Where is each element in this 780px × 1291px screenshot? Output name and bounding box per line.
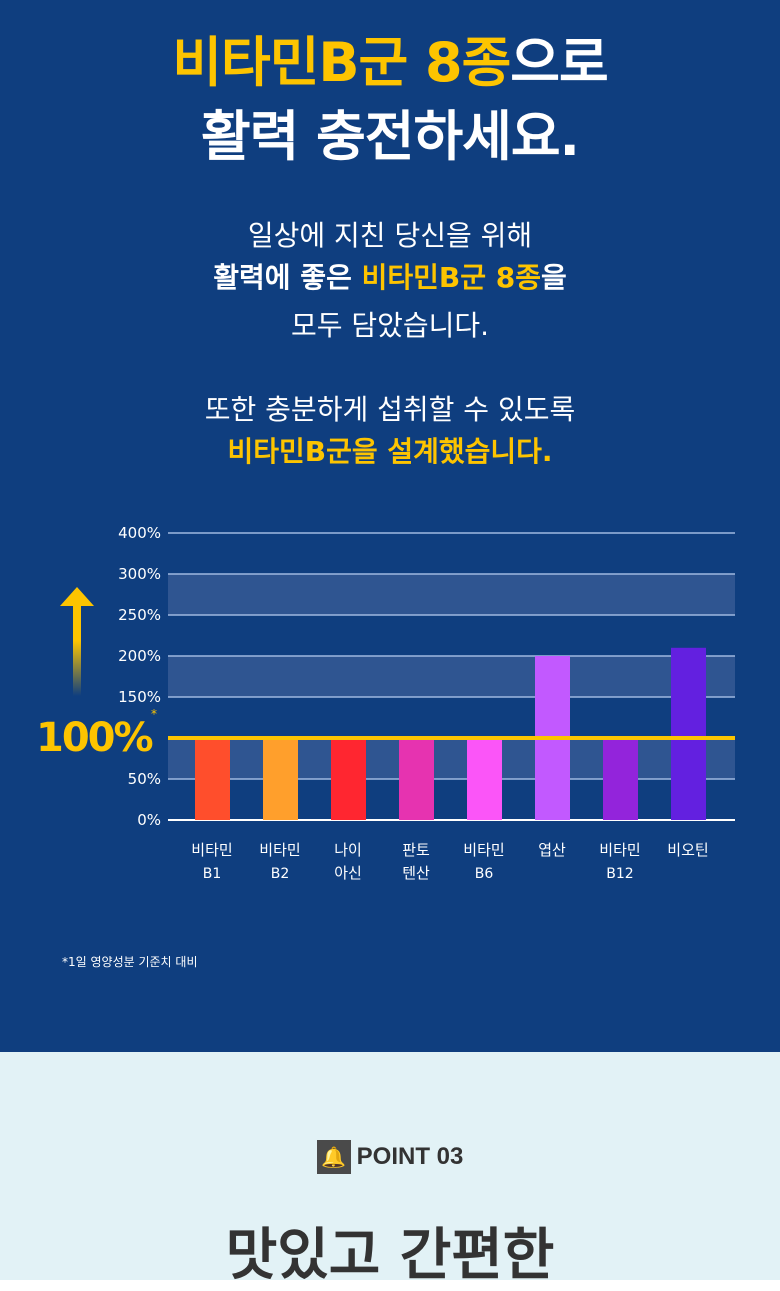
body-highlight: 비타민B군 8종 (361, 261, 541, 294)
y-tick-label: 300% (118, 565, 161, 583)
bar-0 (195, 738, 230, 820)
point-title: 맛있고 간편한 (225, 1223, 555, 1288)
body-highlight-line: 비타민B군을 설계했습니다. (227, 435, 553, 468)
y-tick-label: 250% (118, 606, 161, 624)
bar-6 (603, 738, 638, 820)
footnote: *1일 영양성분 기준치 대비 (62, 955, 198, 969)
x-tick-label: 비오틴 (667, 841, 708, 859)
x-tick-label: 아신 (334, 864, 362, 882)
x-tick-label: 텐산 (402, 864, 430, 882)
y-tick-label: 150% (118, 688, 161, 706)
reference-label: 100% (36, 715, 152, 761)
x-tick-label: B12 (606, 866, 633, 882)
body-line: 활력에 좋은 비타민B군 8종을 (0, 256, 780, 296)
x-tick-label: 비타민 (191, 841, 232, 859)
point-badge: 🔔 POINT 03 (0, 1140, 780, 1174)
grid-band (168, 656, 735, 697)
grid-band (168, 738, 735, 779)
y-tick-label: 400% (118, 524, 161, 542)
up-arrow-icon (60, 587, 94, 696)
body-text: 활력에 좋은 (213, 261, 362, 294)
bar-3 (399, 738, 434, 820)
body-line: 또한 충분하게 섭취할 수 있도록 (204, 393, 576, 426)
bar-7 (671, 647, 706, 820)
x-tick-label: 판토 (402, 841, 430, 859)
x-tick-label: 비타민 (463, 841, 504, 859)
x-tick-label: 비타민 (259, 841, 300, 859)
x-tick-label: B6 (475, 866, 494, 882)
grid-band (168, 574, 735, 615)
x-tick-label: 비타민 (599, 841, 640, 859)
bar-1 (263, 738, 298, 820)
body-line: 일상에 지친 당신을 위해 (247, 219, 533, 252)
point-label: POINT 03 (356, 1143, 464, 1170)
body-line: 모두 담았습니다. (290, 309, 490, 342)
headline-line1: 비타민B군 8종으로 (0, 18, 780, 97)
vitamin-b-section: 비타민B군 8종으로 활력 충전하세요. 일상에 지친 당신을 위해 활력에 좋… (0, 0, 780, 1052)
headline-line2: 활력 충전하세요. (200, 105, 580, 168)
x-tick-label: 엽산 (538, 841, 566, 859)
y-tick-label: 0% (137, 811, 161, 829)
bar-2 (331, 738, 366, 820)
point-section: 🔔 POINT 03 맛있고 간편한 (0, 1052, 780, 1288)
x-tick-label: 나이 (334, 841, 362, 859)
x-tick-label: B2 (271, 866, 290, 882)
body-text: 을 (540, 261, 567, 294)
x-tick-label: B1 (203, 866, 222, 882)
headline-rest: 으로 (510, 31, 608, 94)
bar-4 (467, 738, 502, 820)
y-tick-label: 50% (128, 770, 161, 788)
y-tick-label: 200% (118, 647, 161, 665)
reference-asterisk: * (151, 707, 157, 721)
bell-icon: 🔔 (316, 1140, 351, 1174)
headline-highlight: 비타민B군 8종 (172, 31, 511, 94)
